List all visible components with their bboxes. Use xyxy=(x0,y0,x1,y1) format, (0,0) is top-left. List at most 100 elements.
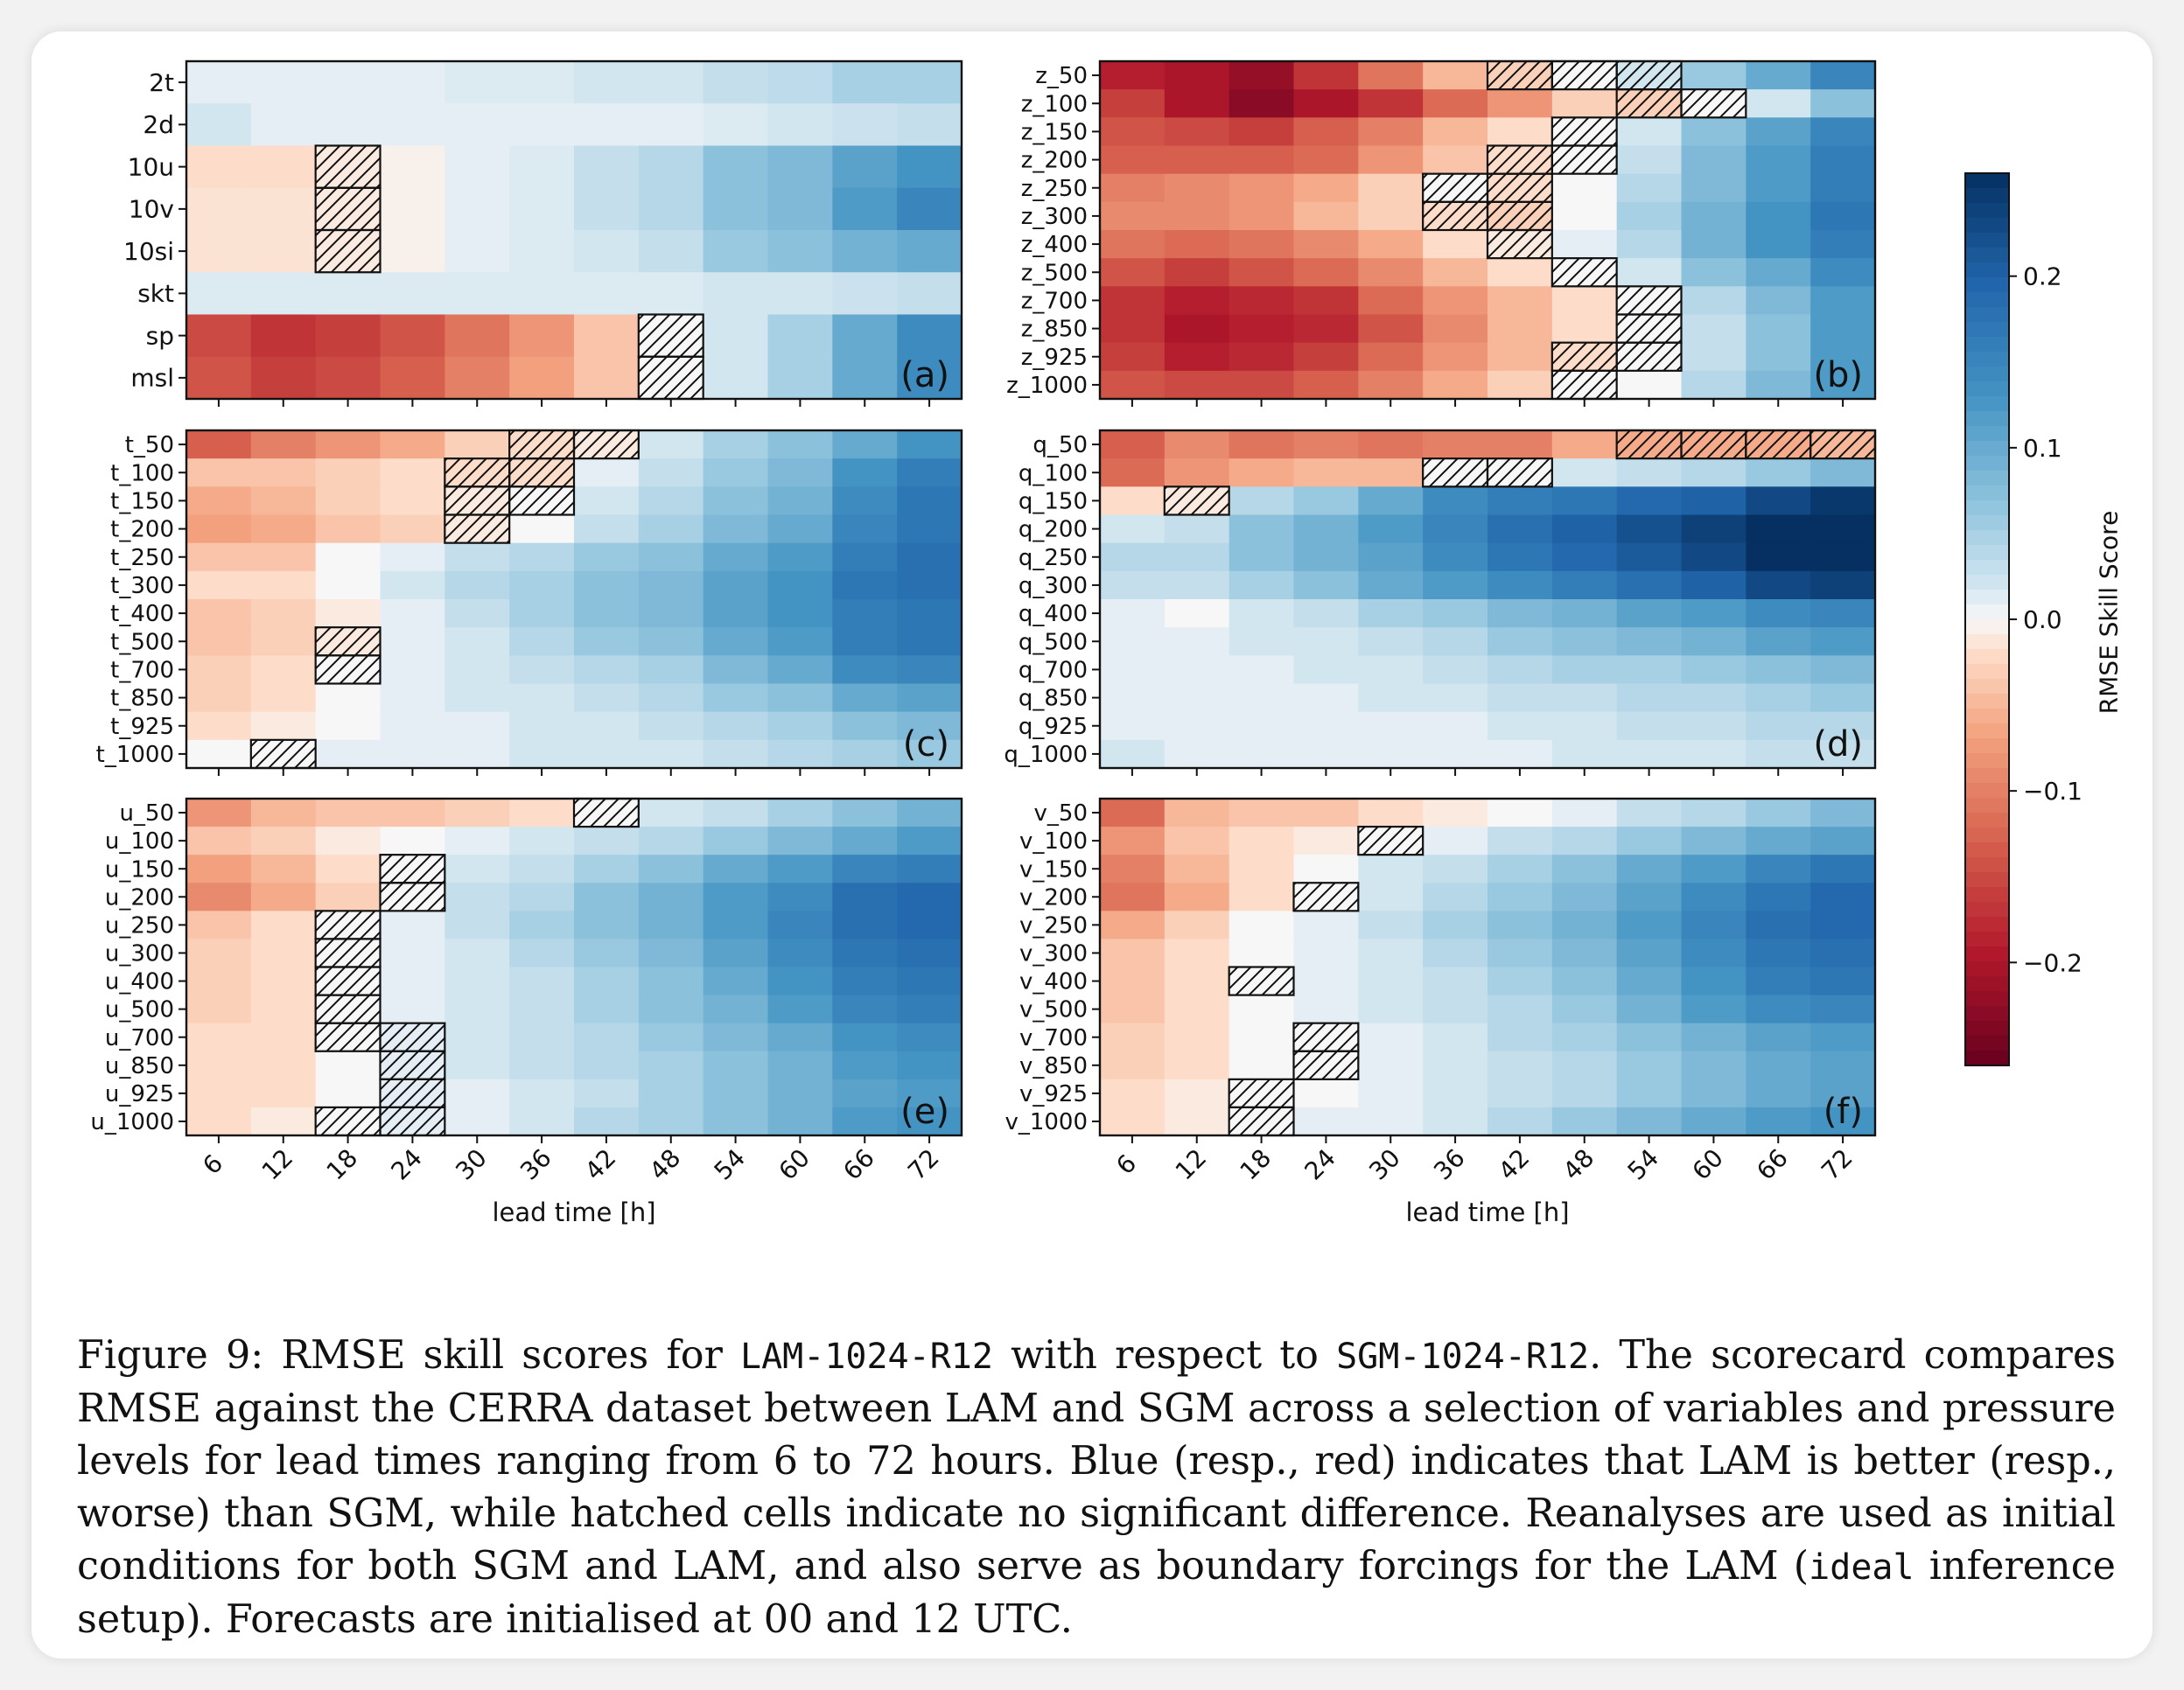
heatmap-cell xyxy=(1228,486,1295,516)
heatmap-cell xyxy=(250,356,317,400)
heatmap-cell xyxy=(1423,883,1488,911)
heatmap-cell xyxy=(1228,173,1295,203)
y-tick-label: v_150 xyxy=(1019,856,1088,883)
heatmap-cell xyxy=(380,995,445,1024)
heatmap-cell xyxy=(897,230,962,273)
heatmap-cell xyxy=(509,514,575,544)
heatmap-cell xyxy=(1681,855,1746,883)
heatmap-cell xyxy=(1100,542,1166,572)
hatched-cell xyxy=(1228,1078,1295,1109)
heatmap-cell xyxy=(509,314,575,358)
heatmap-cell xyxy=(1488,827,1553,855)
heatmap-cell xyxy=(1228,570,1295,600)
colorbar-segment xyxy=(1965,946,2009,962)
heatmap-cell xyxy=(1164,542,1230,572)
heatmap-cell xyxy=(703,799,769,828)
heatmap-cell xyxy=(1164,514,1230,544)
heatmap-cell xyxy=(1228,883,1295,911)
heatmap-cell xyxy=(1164,173,1230,203)
heatmap-cell xyxy=(1488,342,1553,372)
heatmap-cell xyxy=(1423,370,1488,400)
heatmap-cell xyxy=(186,627,252,656)
y-tick-label: v_850 xyxy=(1019,1053,1088,1079)
heatmap-cell xyxy=(509,103,575,147)
heatmap-cell xyxy=(1423,911,1488,940)
hatched-cell xyxy=(1550,59,1618,91)
heatmap-cell xyxy=(897,711,962,741)
heatmap-cell xyxy=(1616,173,1683,203)
heatmap-cell xyxy=(1423,61,1488,90)
heatmap-cell xyxy=(832,683,898,713)
panel-frame xyxy=(1098,797,1877,1137)
heatmap-cell xyxy=(1100,1079,1166,1108)
heatmap-cell xyxy=(444,230,510,273)
heatmap-cell xyxy=(832,711,898,741)
heatmap-cell xyxy=(1810,683,1876,713)
heatmap-cell xyxy=(767,1051,833,1080)
heatmap-cell xyxy=(832,314,898,358)
heatmap-cell xyxy=(1681,911,1746,940)
heatmap-cell xyxy=(703,967,769,996)
heatmap-cell xyxy=(1100,683,1166,713)
heatmap-cell xyxy=(250,430,317,459)
heatmap-cell xyxy=(897,458,962,487)
heatmap-cell xyxy=(1423,855,1488,883)
heatmap-cell xyxy=(1616,1107,1683,1136)
heatmap-cell xyxy=(1358,173,1424,203)
heatmap-cell xyxy=(1551,89,1618,118)
heatmap-cell xyxy=(1681,939,1746,968)
heatmap-cell xyxy=(1100,711,1166,741)
heatmap-cell xyxy=(186,939,252,968)
heatmap-cell xyxy=(1488,314,1553,344)
heatmap-cell xyxy=(832,61,898,104)
hatched-cell xyxy=(1615,341,1683,372)
heatmap-cell xyxy=(703,827,769,855)
heatmap-cell xyxy=(1358,655,1424,685)
heatmap-cell xyxy=(703,739,769,769)
heatmap-cell xyxy=(444,1023,510,1052)
heatmap-cell xyxy=(897,995,962,1024)
heatmap-cell xyxy=(703,855,769,883)
heatmap-cell xyxy=(1228,855,1295,883)
heatmap-cell xyxy=(574,514,640,544)
heatmap-cell xyxy=(1164,286,1230,316)
x-tick-label: 36 xyxy=(514,1143,557,1186)
heatmap-cell xyxy=(832,655,898,685)
heatmap-cell xyxy=(1423,342,1488,372)
heatmap-cell xyxy=(574,187,640,231)
heatmap-cell xyxy=(897,599,962,628)
heatmap-cell xyxy=(1746,61,1811,90)
heatmap-cell xyxy=(1551,542,1618,572)
heatmap-cell xyxy=(1100,627,1166,656)
hatched-cell xyxy=(1357,825,1424,856)
colorbar-segment xyxy=(1965,709,2009,724)
colorbar-segment xyxy=(1965,783,2009,799)
heatmap-cell xyxy=(832,967,898,996)
heatmap-cell xyxy=(897,356,962,400)
heatmap-cell xyxy=(574,1107,640,1136)
colorbar-segment xyxy=(1965,277,2009,293)
heatmap-cell xyxy=(1100,458,1166,487)
heatmap-cell xyxy=(1746,967,1811,996)
y-tick-label: v_500 xyxy=(1019,997,1088,1023)
heatmap-cell xyxy=(638,145,704,189)
heatmap-cell xyxy=(1100,1023,1166,1052)
heatmap-cell xyxy=(380,430,445,459)
colorbar-segment xyxy=(1965,723,2009,739)
heatmap-cell xyxy=(250,683,317,713)
heatmap-cell xyxy=(1810,486,1876,516)
caption-model-b: SGM-1024-R12 xyxy=(1336,1337,1590,1377)
heatmap-cell xyxy=(897,1079,962,1108)
heatmap-cell xyxy=(1228,827,1295,855)
heatmap-cell xyxy=(1551,1079,1618,1108)
heatmap-cell xyxy=(1423,314,1488,344)
heatmap-cell xyxy=(638,939,704,968)
heatmap-cell xyxy=(1810,1023,1876,1052)
heatmap-cell xyxy=(767,570,833,600)
colorbar-segment xyxy=(1965,396,2009,412)
heatmap-cell xyxy=(1100,570,1166,600)
heatmap-cell xyxy=(315,542,382,572)
heatmap-cell xyxy=(186,739,252,769)
heatmap-cell xyxy=(703,458,769,487)
heatmap-cell xyxy=(1423,1079,1488,1108)
